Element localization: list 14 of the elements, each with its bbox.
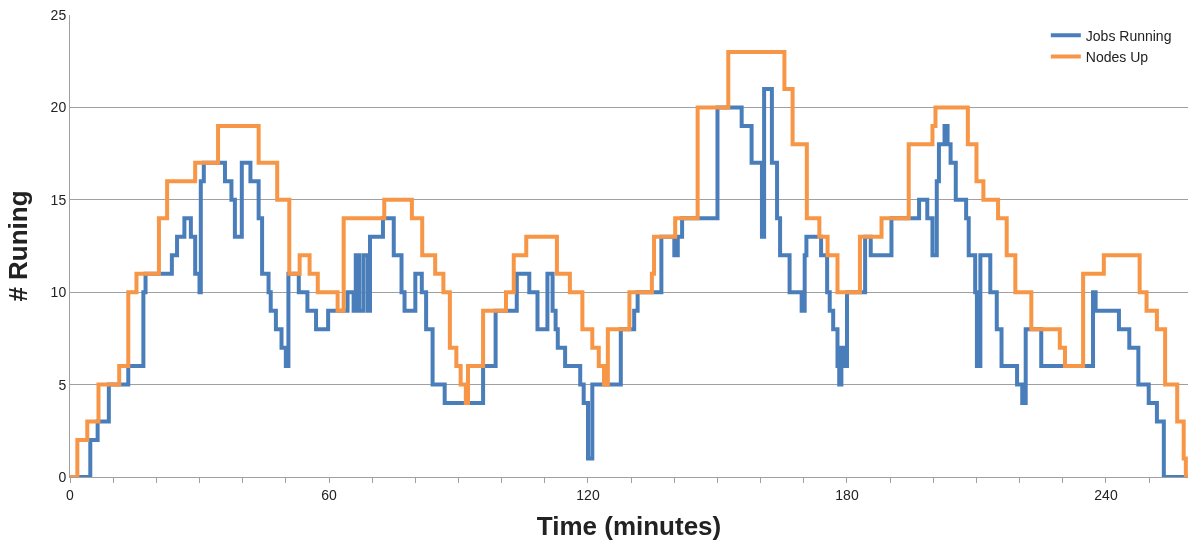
y-tick-label: 10: [50, 284, 67, 301]
x-tick-label: 120: [576, 486, 600, 503]
x-tick-label: 60: [321, 486, 337, 503]
x-tick-label: 240: [1094, 486, 1118, 503]
y-tick-label: 0: [58, 468, 67, 485]
x-tick-label: 180: [835, 486, 859, 503]
legend-label: Jobs Running: [1085, 27, 1172, 44]
y-tick-label: 20: [50, 99, 67, 116]
legend-label: Nodes Up: [1085, 48, 1149, 65]
y-tick-label: 5: [58, 376, 67, 393]
y-tick-label: 15: [50, 191, 67, 208]
x-axis-title: Time (minutes): [536, 511, 722, 542]
y-axis-title: # Runing: [3, 190, 34, 302]
y-tick-label: 25: [50, 6, 67, 23]
